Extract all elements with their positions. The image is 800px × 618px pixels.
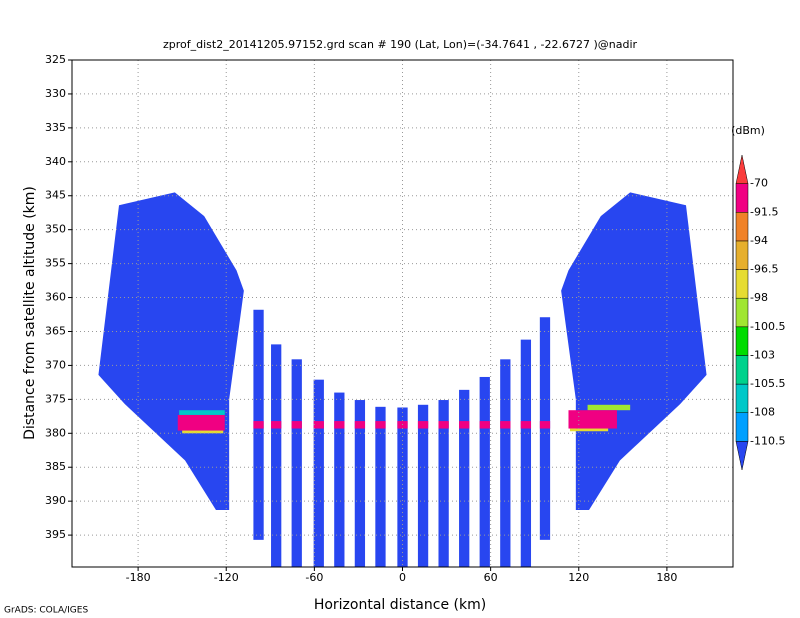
beam-bright-band	[375, 421, 386, 429]
y-tick-label: 350	[45, 223, 66, 236]
colorbar-label: -108	[750, 406, 775, 419]
beam-bright-band	[291, 421, 302, 429]
colorbar-label: -110.5	[750, 434, 785, 447]
y-tick-label: 390	[45, 494, 66, 507]
y-axis-title: Distance from satellite altitude (km)	[22, 186, 38, 440]
y-tick-label: 340	[45, 155, 66, 168]
bright-band	[587, 404, 631, 411]
beam	[397, 407, 408, 567]
colorbar-label: -100.5	[750, 320, 785, 333]
colorbar-cell	[735, 240, 749, 270]
beam	[291, 359, 302, 567]
colorbar-label: -91.5	[750, 205, 778, 218]
x-tick-label: -120	[214, 571, 239, 584]
y-tick-label: 365	[45, 324, 66, 337]
x-tick-label: 120	[568, 571, 589, 584]
beam-bright-band	[520, 421, 532, 429]
chart-title: zprof_dist2_20141205.97152.grd scan # 19…	[163, 38, 638, 51]
y-tick-label: 360	[45, 291, 66, 304]
x-tick-label: 60	[484, 571, 498, 584]
beam	[354, 400, 366, 567]
bright-band	[568, 410, 617, 429]
beam-bright-band	[500, 421, 511, 429]
beam-bright-band	[459, 421, 470, 429]
beam	[459, 389, 470, 567]
colorbar-cell	[735, 183, 749, 213]
colorbar-label: -103	[750, 348, 775, 361]
swath-block	[98, 192, 244, 510]
y-tick-label: 345	[45, 189, 66, 202]
y-tick-label: 330	[45, 87, 66, 100]
y-tick-label: 395	[45, 528, 66, 541]
field	[98, 192, 707, 567]
beam	[539, 317, 551, 540]
x-tick-label: 0	[399, 571, 406, 584]
beam	[375, 406, 386, 567]
bright-band	[182, 430, 224, 434]
y-tick-label: 335	[45, 121, 66, 134]
bright-band	[177, 414, 225, 431]
beam	[417, 404, 429, 567]
beam	[334, 392, 345, 567]
colorbar-label: -105.5	[750, 377, 785, 390]
beam	[500, 359, 511, 567]
beam-bright-band	[354, 421, 366, 429]
beam-bright-band	[417, 421, 429, 429]
colorbar-cell	[735, 154, 749, 184]
beam-bright-band	[313, 421, 324, 429]
x-tick-label: 180	[656, 571, 677, 584]
x-tick-label: -60	[305, 571, 323, 584]
colorbar-label: -98	[750, 291, 768, 304]
beam-bright-band	[539, 421, 551, 429]
colorbar-cell	[735, 441, 749, 471]
colorbar-label: -70	[750, 177, 768, 190]
bright-band	[179, 410, 225, 415]
beam-bright-band	[253, 421, 264, 429]
y-tick-label: 325	[45, 53, 66, 66]
beam-bright-band	[271, 421, 282, 429]
y-tick-label: 375	[45, 392, 66, 405]
beam	[520, 339, 532, 567]
colorbar-cell	[735, 412, 749, 442]
colorbar-cell	[735, 326, 749, 356]
beam	[271, 344, 282, 567]
swath-block	[561, 192, 707, 510]
colorbar-unit: (dBm)	[731, 124, 765, 137]
x-axis-title: Horizontal distance (km)	[314, 597, 486, 613]
y-tick-label: 385	[45, 460, 66, 473]
colorbar-cell	[735, 383, 749, 413]
beam-bright-band	[479, 421, 490, 429]
colorbar-cell	[735, 297, 749, 328]
beam	[479, 376, 490, 567]
colorbar-cell	[735, 269, 749, 299]
colorbar-label: -96.5	[750, 263, 778, 276]
bright-band	[569, 428, 609, 432]
colorbar-cell	[735, 212, 749, 242]
colorbar-cell	[735, 355, 749, 385]
colorbar-label: -94	[750, 234, 768, 247]
y-tick-label: 355	[45, 257, 66, 270]
beam	[313, 379, 324, 567]
y-tick-label: 370	[45, 358, 66, 371]
overlay: -180 -120 -60 0 60 120 180 325 330 335 340 345 350 35…	[45, 53, 785, 584]
y-tick-label: 380	[45, 426, 66, 439]
footer: GrADS: COLA/IGES	[4, 606, 88, 616]
beam-bright-band	[438, 421, 449, 429]
x-tick-label: -180	[126, 571, 151, 584]
plot-frame	[71, 59, 734, 568]
beam-bright-band	[334, 421, 345, 429]
beam	[438, 400, 449, 567]
